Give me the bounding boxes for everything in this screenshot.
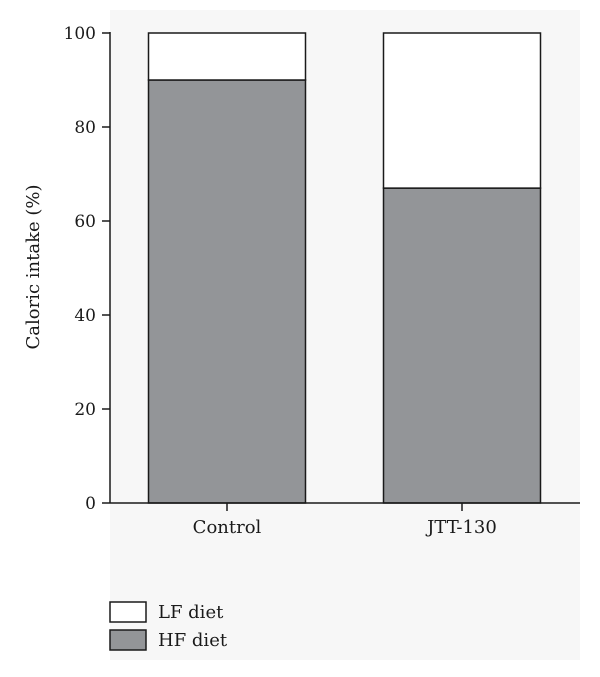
y-axis-label: Caloric intake (%) [23,184,44,349]
legend-swatch-lf-diet [109,601,147,623]
y-tick-label: 80 [74,118,96,138]
y-tick-label: 40 [74,306,96,326]
bar-segment-control-lf-diet [147,32,307,81]
axis-layer: 0 20 40 60 80 100 Control JTT-130 [64,24,580,538]
legend-label-hf-diet: HF diet [158,630,228,651]
legend-swatch-hf-diet [109,629,147,651]
y-tick-label: 100 [64,24,96,44]
bar-segment-control-hf-diet [147,79,307,504]
legend-label-lf-diet: LF diet [158,602,224,623]
y-tick-label: 20 [74,400,96,420]
bar-segment-jtt-130-lf-diet [382,32,542,189]
y-tick-label: 60 [74,212,96,232]
bar-segment-jtt-130-hf-diet [382,187,542,504]
legend: LF diet HF diet [109,601,228,651]
y-tick-label: 0 [85,494,96,514]
x-category-label: Control [193,517,262,538]
bars-layer [147,32,542,504]
x-category-label: JTT-130 [425,517,497,538]
